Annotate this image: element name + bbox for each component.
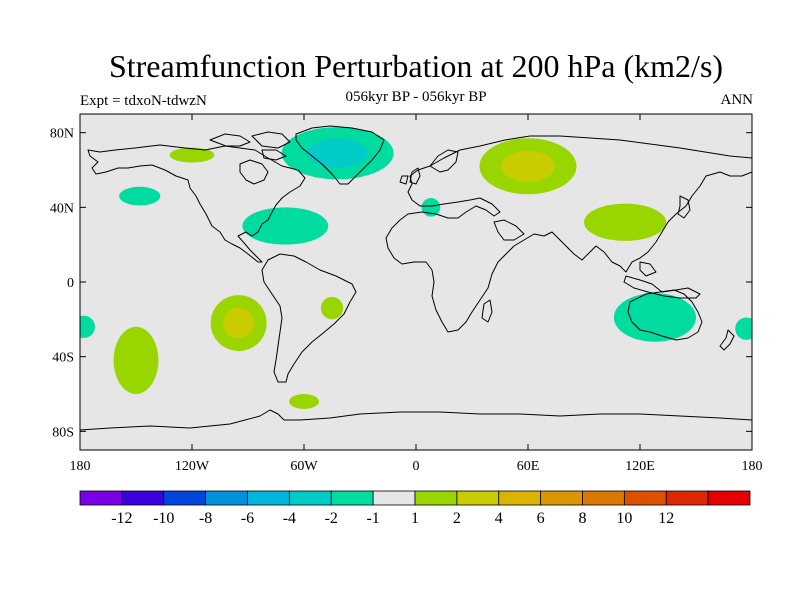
colorbar-label: -12 xyxy=(111,510,132,527)
south-atlantic-positive xyxy=(320,296,344,320)
colorbar-box xyxy=(121,490,165,506)
colorbar-box xyxy=(247,490,290,506)
colorbar-label: -6 xyxy=(241,510,254,527)
season-label: ANN xyxy=(720,92,754,108)
colorbar-box xyxy=(414,490,458,506)
hudson-bay-coast xyxy=(239,159,269,185)
colorbar-box xyxy=(79,490,123,506)
british-isles-coast xyxy=(399,167,421,185)
colorbar-box xyxy=(456,490,500,506)
south-america-coast xyxy=(261,253,357,383)
colorbar-label: 6 xyxy=(537,510,545,527)
japan-coast xyxy=(677,195,691,219)
north-america-coast xyxy=(87,144,306,263)
map-background xyxy=(80,114,752,450)
y-tick-label: 40N xyxy=(50,201,74,216)
scandinavia-coast xyxy=(429,149,459,173)
x-tick-label: 180 xyxy=(742,459,763,474)
colorbar-box xyxy=(330,490,374,506)
colorbar-label: 1 xyxy=(411,510,419,527)
coastline-layer xyxy=(80,125,752,431)
south-pacific-positive-central-core xyxy=(223,307,255,339)
colorbar-box xyxy=(205,490,248,506)
north-atlantic-negative-core xyxy=(306,138,369,168)
y-tick-label: 80N xyxy=(50,127,74,142)
colorbar: -12 -10 -8 -6 -4 -2 -1 1 2 4 6 8 10 12 xyxy=(79,490,751,527)
colorbar-label: -4 xyxy=(283,510,296,527)
colorbar-label: 10 xyxy=(616,510,632,527)
y-tick-label: 80S xyxy=(52,425,74,440)
colorbar-label: 12 xyxy=(658,510,674,527)
y-tick-label: 40S xyxy=(52,351,74,366)
colorbar-label: -8 xyxy=(199,510,212,527)
australia-negative xyxy=(613,293,696,342)
map-title: Streamfunction Perturbation at 200 hPa (… xyxy=(108,48,724,84)
colorbar-label: -1 xyxy=(366,510,379,527)
colorbar-label: 8 xyxy=(579,510,587,527)
colorbar-box xyxy=(163,490,207,506)
arabia-coast xyxy=(493,219,525,241)
experiment-label: Expt = tdxoN-tdwzN xyxy=(80,93,207,109)
eurasia-africa-coast xyxy=(385,135,752,333)
colorbar-box xyxy=(372,490,416,506)
colorbar-box xyxy=(707,490,751,506)
x-tick-label: 60E xyxy=(517,459,540,474)
north-pacific-negative xyxy=(119,186,161,206)
x-tick-label: 60W xyxy=(290,459,318,474)
x-tick-label: 180 xyxy=(70,459,91,474)
antarctic-peninsula-positive xyxy=(289,394,319,409)
colorbar-box xyxy=(582,490,625,506)
eurasia-positive-core xyxy=(501,150,555,182)
colorbar-box xyxy=(665,490,709,506)
dateline-east-negative xyxy=(735,317,752,340)
greenland-coast xyxy=(295,125,385,185)
east-asia-positive xyxy=(584,203,667,241)
madagascar-coast xyxy=(481,299,493,323)
colorbar-label: 2 xyxy=(453,510,461,527)
australia-coast xyxy=(627,289,703,341)
gulf-negative xyxy=(242,207,329,245)
colorbar-box xyxy=(498,490,542,506)
south-pacific-positive-west xyxy=(113,326,159,394)
mediterranean-negative xyxy=(421,198,441,217)
canadian-archipelago-coast xyxy=(209,131,291,161)
x-tick-label: 120W xyxy=(175,459,210,474)
colorbar-box xyxy=(540,490,583,506)
antarctica-coast xyxy=(80,409,752,431)
y-tick-label: 0 xyxy=(67,276,74,291)
anomaly-layer xyxy=(80,127,752,409)
colorbar-label: -10 xyxy=(153,510,174,527)
x-tick-label: 120E xyxy=(625,459,655,474)
dateline-west-negative xyxy=(80,315,95,338)
indonesia-coast xyxy=(623,261,701,299)
new-zealand-coast xyxy=(719,329,735,351)
axis-ticks: 80N 40N 0 40S 80S 180 120W 60W 0 60E 120E 180 xyxy=(50,114,763,474)
x-tick-label: 0 xyxy=(413,459,420,474)
map-subtitle: 056kyr BP - 056kyr BP xyxy=(345,89,487,105)
colorbar-label: -2 xyxy=(325,510,338,527)
arctic-positive-west xyxy=(169,147,215,163)
colorbar-box xyxy=(623,490,667,506)
colorbar-label: 4 xyxy=(495,510,503,527)
colorbar-box xyxy=(288,490,332,506)
